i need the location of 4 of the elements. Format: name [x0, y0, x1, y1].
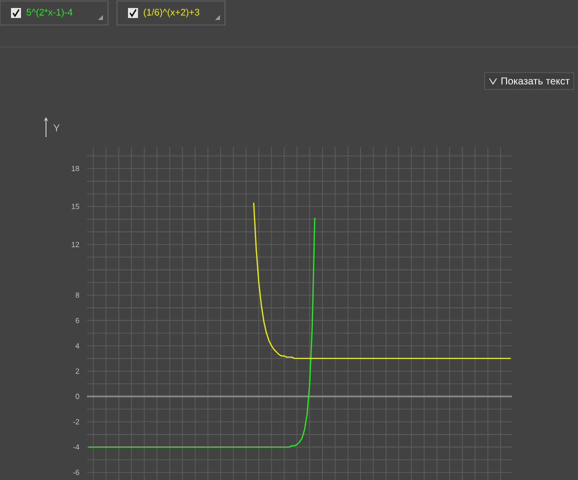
text: 5^(2*x-1)-4 [26, 8, 72, 18]
text: (1/6)^(x+2)+3 [144, 8, 200, 18]
y-axis-title: Y [53, 124, 60, 132]
text: Показать текст [501, 78, 570, 84]
